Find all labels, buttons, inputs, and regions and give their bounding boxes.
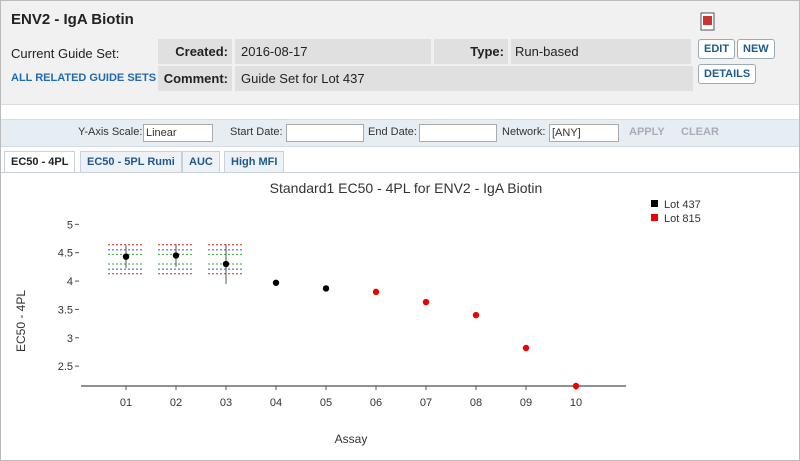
y-tick-label: 4.5 bbox=[58, 248, 73, 260]
point bbox=[122, 253, 130, 260]
toolbar: Y-Axis Scale: Linear Start Date: End Dat… bbox=[1, 119, 799, 147]
label: End Date: bbox=[368, 126, 417, 138]
y-tick-label: 4 bbox=[67, 276, 73, 288]
tab[interactable]: EC50 - 4PL bbox=[4, 151, 76, 173]
label: Start Date: bbox=[230, 126, 283, 138]
date-input[interactable] bbox=[286, 124, 364, 142]
x-tick-label: 10 bbox=[570, 397, 582, 409]
select[interactable]: Linear bbox=[143, 124, 213, 142]
label: Type: bbox=[434, 39, 508, 64]
legend-swatch bbox=[651, 200, 658, 207]
value: 2016-08-17 bbox=[235, 39, 431, 64]
point bbox=[422, 298, 430, 306]
value: Run-based bbox=[511, 39, 691, 64]
y-axis-label: EC50 - 4PL bbox=[14, 290, 28, 352]
legend-swatch bbox=[651, 214, 658, 221]
button[interactable]: APPLY bbox=[629, 126, 665, 138]
header: ENV2 - IgA Biotin Current Guide Set: ALL… bbox=[1, 1, 799, 105]
pdf-icon[interactable] bbox=[699, 12, 717, 32]
x-tick-label: 06 bbox=[370, 397, 382, 409]
button[interactable]: EDIT bbox=[698, 39, 736, 59]
point bbox=[522, 344, 530, 352]
point bbox=[572, 382, 580, 390]
select[interactable]: [ANY] bbox=[549, 124, 619, 142]
title: ENV2 - IgA Biotin bbox=[11, 11, 134, 28]
x-tick-label: 05 bbox=[320, 397, 332, 409]
x-tick-label: 07 bbox=[420, 397, 432, 409]
chart: Standard1 EC50 - 4PL for ENV2 - IgA Biot… bbox=[14, 180, 701, 446]
x-tick-label: 01 bbox=[120, 397, 132, 409]
x-axis-label: Assay bbox=[335, 432, 368, 446]
x-tick-label: 02 bbox=[170, 397, 182, 409]
point bbox=[222, 260, 230, 268]
label: Network: bbox=[502, 126, 546, 138]
x-tick-label: 08 bbox=[470, 397, 482, 409]
legend-label: Lot 815 bbox=[664, 213, 701, 225]
label: Created: bbox=[158, 39, 232, 64]
legend-label: Lot 437 bbox=[664, 199, 701, 211]
point bbox=[472, 311, 480, 319]
link[interactable]: ALL RELATED GUIDE SETS bbox=[11, 72, 157, 84]
point bbox=[322, 285, 330, 292]
tab-border bbox=[1, 172, 799, 173]
x-tick-label: 09 bbox=[520, 397, 532, 409]
label: Y-Axis Scale: bbox=[78, 126, 143, 138]
point bbox=[272, 279, 280, 286]
point bbox=[172, 252, 180, 259]
button[interactable]: CLEAR bbox=[681, 126, 719, 138]
value: Guide Set for Lot 437 bbox=[235, 66, 693, 91]
tab[interactable]: High MFI bbox=[224, 151, 285, 173]
date-input[interactable] bbox=[419, 124, 497, 142]
x-tick-label: 04 bbox=[270, 397, 282, 409]
y-tick-label: 2.5 bbox=[58, 361, 73, 373]
x-tick-label: 03 bbox=[220, 397, 232, 409]
y-tick-label: 3 bbox=[67, 333, 73, 345]
button[interactable]: DETAILS bbox=[698, 64, 757, 84]
tab[interactable]: AUC bbox=[182, 151, 220, 173]
label: Current Guide Set: bbox=[11, 46, 120, 61]
y-tick-label: 5 bbox=[67, 219, 73, 231]
point bbox=[372, 288, 380, 296]
y-tick-label: 3.5 bbox=[58, 304, 73, 316]
label: Comment: bbox=[158, 66, 232, 91]
tab[interactable]: EC50 - 5PL Rumi bbox=[80, 151, 182, 173]
button[interactable]: NEW bbox=[737, 39, 775, 59]
chart-title: Standard1 EC50 - 4PL for ENV2 - IgA Biot… bbox=[270, 180, 543, 196]
